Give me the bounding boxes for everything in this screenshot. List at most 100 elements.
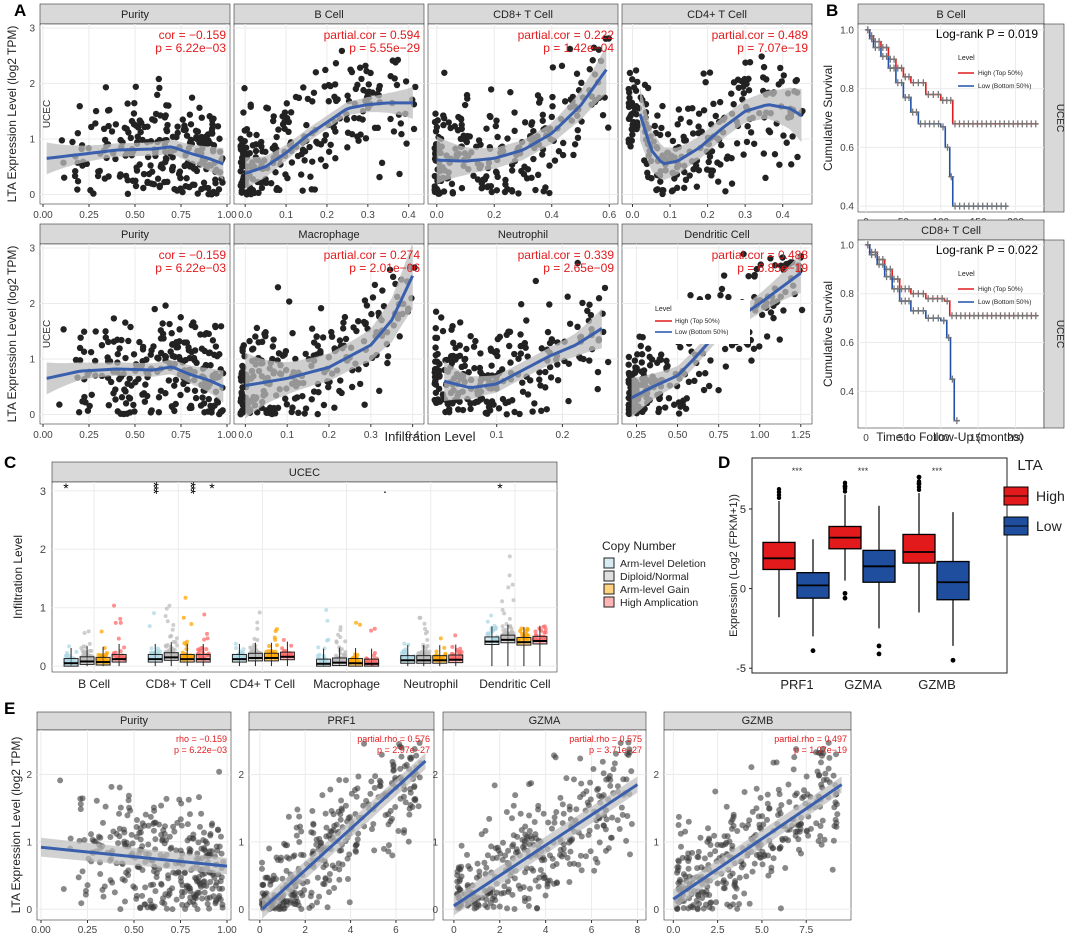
x-tick-label: 5.0 [755, 925, 769, 936]
scatter-point [798, 306, 806, 314]
jitter-point [257, 610, 262, 615]
scatter-point [573, 806, 580, 813]
scatter-point [151, 305, 158, 313]
scatter-point [282, 395, 289, 402]
scatter-point [336, 866, 343, 873]
scatter-point [372, 773, 379, 780]
scatter-point [169, 352, 176, 360]
scatter-point [525, 902, 532, 909]
scatter-point [60, 326, 67, 333]
scatter-point [467, 332, 474, 340]
scatter-point [722, 363, 730, 370]
scatter-point [204, 184, 212, 192]
scatter-point [456, 878, 463, 885]
scatter-point [91, 357, 99, 365]
logrank-pvalue: Log-rank P = 0.022 [936, 243, 1039, 257]
scatter-point [603, 816, 610, 823]
scatter-point [348, 383, 356, 391]
legend-low-label: Low [1036, 518, 1063, 534]
scatter-point [555, 148, 563, 155]
x-tick-label: 0.25 [79, 210, 99, 221]
scatter-point [352, 847, 359, 854]
scatter-point [207, 362, 214, 369]
scatter-point [678, 843, 685, 850]
scatter-point [398, 130, 405, 138]
scatter-point [474, 860, 481, 867]
scatter-point [165, 875, 172, 882]
scatter-point [578, 867, 585, 874]
x-tick-label: 0.00 [33, 210, 53, 221]
scatter-point [187, 121, 195, 128]
strip-title: Neutrophil [498, 229, 548, 241]
scatter-point [160, 335, 167, 342]
scatter-point [628, 137, 635, 144]
y-tick-label: 3 [29, 24, 35, 35]
jitter-point [417, 615, 422, 620]
scatter-point [77, 806, 84, 813]
scatter-point [565, 397, 572, 405]
scatter-point [515, 190, 522, 197]
scatter-point [105, 338, 112, 346]
scatter-point [200, 179, 208, 186]
scatter-point [58, 137, 66, 144]
scatter-point [147, 162, 154, 169]
scatter-point [728, 90, 735, 97]
x-tick-label: 6 [393, 925, 399, 936]
scatter-point [596, 839, 603, 846]
y-tick-label: 0.6 [840, 338, 854, 349]
category-label: PRF1 [780, 677, 813, 692]
x-tick-label: 1.00 [217, 925, 237, 936]
scatter-point [268, 180, 275, 187]
scatter-point [188, 322, 195, 329]
scatter-point [539, 111, 547, 119]
scatter-point [478, 831, 485, 838]
scatter-point [669, 137, 677, 145]
censor-mark [898, 64, 905, 72]
scatter-point [582, 853, 589, 860]
x-tick-label: 0.2 [701, 210, 715, 221]
scatter-point [710, 100, 717, 108]
jitter-point [82, 631, 87, 636]
scatter-point [255, 189, 262, 197]
scatter-point [337, 816, 344, 823]
scatter-point [122, 400, 130, 407]
scatter-point [122, 354, 129, 362]
scatter-point [759, 861, 766, 868]
scatter-point [292, 355, 299, 363]
scatter-point [751, 271, 758, 279]
scatter-point [314, 410, 321, 418]
jitter-point [438, 636, 443, 641]
scatter-point [594, 859, 601, 866]
scatter-point [289, 329, 296, 337]
jitter-point [272, 635, 277, 640]
scatter-point [238, 140, 246, 148]
scatter-point [283, 401, 291, 408]
scatter-point [355, 366, 362, 373]
scatter-point [165, 892, 172, 899]
scatter-point [362, 135, 370, 142]
scatter-point [457, 319, 464, 326]
scatter-point [356, 380, 364, 388]
scatter-point [782, 864, 789, 871]
jitter-point [67, 644, 72, 649]
scatter-point [323, 861, 330, 868]
scatter-point [530, 155, 537, 163]
scatter-point [434, 117, 441, 124]
scatter-point [720, 272, 728, 279]
scatter-point [495, 405, 503, 412]
scatter-point [186, 111, 194, 118]
scatter-point [133, 892, 140, 899]
scatter-point [164, 121, 171, 129]
scatter-point [657, 178, 664, 185]
scatter-point [515, 882, 522, 889]
scatter-point [155, 355, 162, 362]
scatter-point [166, 887, 173, 894]
y-tick-label: 0 [29, 410, 35, 421]
scatter-point [317, 304, 325, 312]
scatter-point [702, 370, 709, 377]
scatter-point [644, 84, 652, 92]
scatter-point [753, 265, 761, 273]
legend-bg [650, 300, 750, 344]
scatter-point [507, 89, 514, 96]
